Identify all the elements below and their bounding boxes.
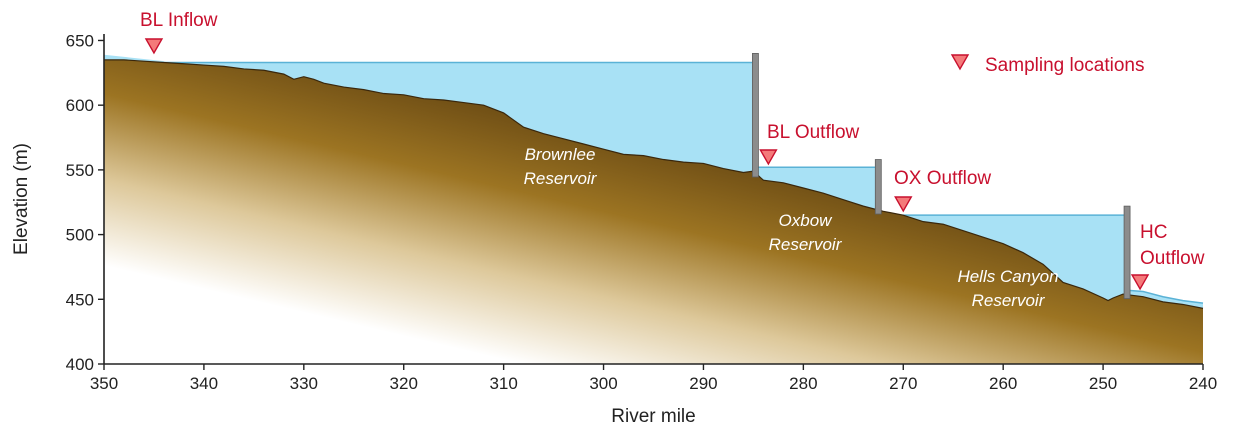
- downstream-river-surface: [1127, 289, 1204, 304]
- x-tick-label: 330: [290, 374, 318, 393]
- x-tick-label: 280: [789, 374, 817, 393]
- legend-marker-icon: [950, 54, 970, 71]
- sampling-label-line: BL Inflow: [140, 10, 218, 31]
- reservoir-label-line: Reservoir: [769, 235, 843, 254]
- x-axis-title: River mile: [611, 406, 695, 427]
- reservoir-label-line: Hells Canyon: [957, 267, 1058, 286]
- x-tick-label: 260: [989, 374, 1017, 393]
- dam-layer: [752, 53, 1131, 300]
- marker-layer: BL Inflow BL Outflow OX Outflow HC Outflow Sa…: [140, 10, 1205, 291]
- ground-layer: [104, 59, 1204, 364]
- reservoir-label-2: Hells Canyon Reservoir: [957, 267, 1058, 310]
- legend-label: Sampling locations: [985, 55, 1144, 76]
- y-tick-label: 500: [66, 226, 94, 245]
- axes-layer: 350 340 330 320 310 300 290 280 270 260 250 240 400 4…: [11, 31, 1217, 427]
- sampling-label-3: HC Outflow: [1140, 222, 1205, 269]
- sampling-label-line: Outflow: [1140, 248, 1205, 269]
- sampling-marker-3: [1130, 274, 1150, 291]
- y-tick-label: 550: [66, 161, 94, 180]
- x-tick-label: 350: [90, 374, 118, 393]
- x-tick-label: 240: [1189, 374, 1217, 393]
- x-tick-label: 290: [689, 374, 717, 393]
- y-tick-label: 600: [66, 96, 94, 115]
- x-tick-label: 270: [889, 374, 917, 393]
- y-tick-label: 650: [66, 31, 94, 50]
- y-tick-label: 400: [66, 355, 94, 374]
- sampling-label-0: BL Inflow: [140, 10, 218, 31]
- sampling-marker-1: [759, 149, 778, 166]
- dam-1: [874, 159, 882, 215]
- x-tick-label: 310: [489, 374, 517, 393]
- reservoir-label-line: Reservoir: [972, 291, 1046, 310]
- sampling-label-2: OX Outflow: [894, 168, 991, 189]
- y-axis-title: Elevation (m): [11, 143, 32, 255]
- x-tick-label: 250: [1089, 374, 1117, 393]
- reservoir-label-line: Brownlee: [525, 145, 596, 164]
- reservoir-label-1: Oxbow Reservoir: [769, 211, 843, 254]
- x-tick-label: 320: [390, 374, 418, 393]
- reservoir-label-line: Oxbow: [779, 211, 834, 230]
- riverbed-ground: [104, 59, 1203, 364]
- dam-2: [1123, 205, 1131, 300]
- riverbed-profile-line: [104, 59, 1204, 309]
- sampling-label-line: HC: [1140, 222, 1167, 243]
- y-tick-label: 450: [66, 290, 94, 309]
- sampling-marker-0: [144, 38, 164, 55]
- x-tick-label: 300: [589, 374, 617, 393]
- sampling-marker-2: [894, 196, 913, 213]
- reservoir-label-line: Reservoir: [524, 169, 598, 188]
- x-tick-label: 340: [190, 374, 218, 393]
- reservoir-label-0: Brownlee Reservoir: [524, 145, 598, 188]
- sampling-label-line: BL Outflow: [767, 122, 860, 143]
- dam-0: [752, 53, 759, 178]
- sampling-label-1: BL Outflow: [767, 122, 860, 143]
- sampling-label-line: OX Outflow: [894, 168, 991, 189]
